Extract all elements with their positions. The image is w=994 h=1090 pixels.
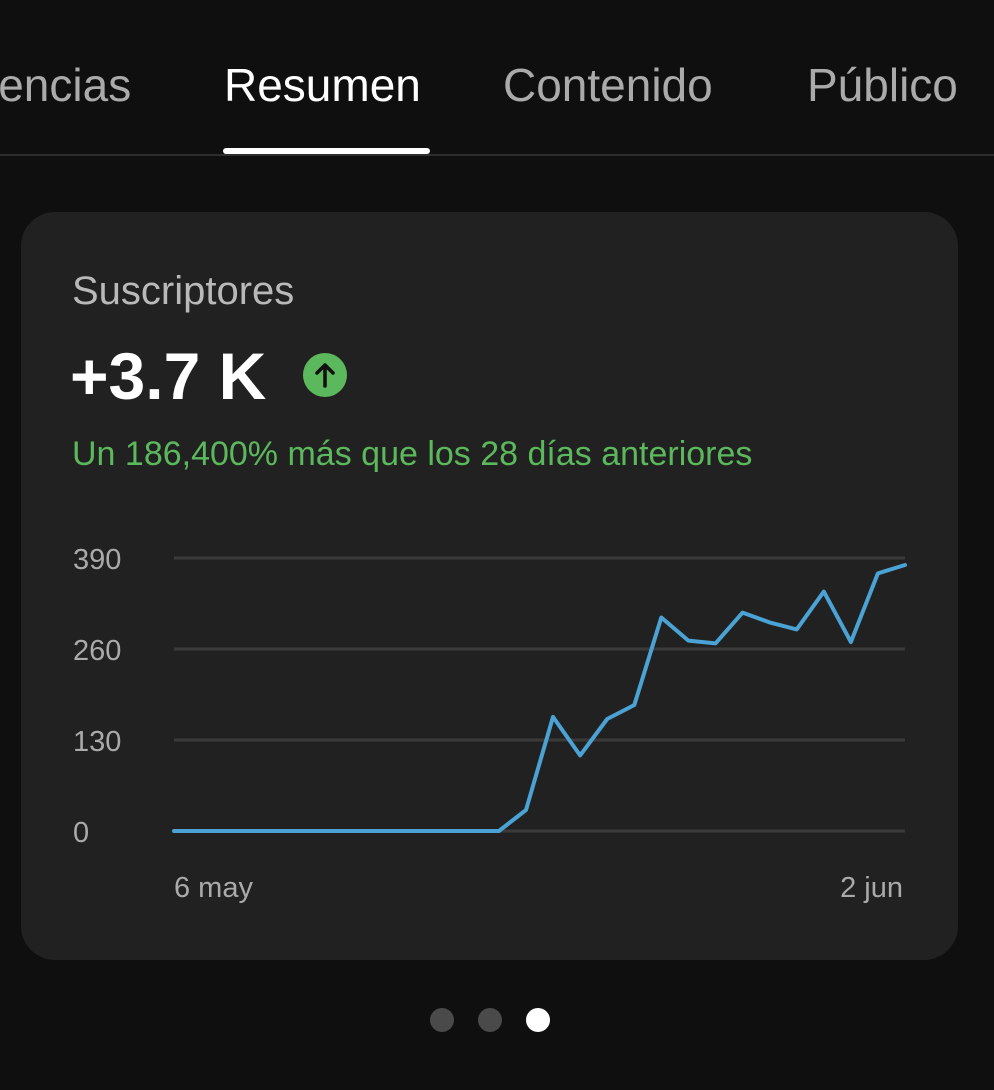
comparison-text: Un 186,400% más que los 28 días anterior… bbox=[72, 435, 753, 473]
page-dot-1[interactable] bbox=[430, 1008, 454, 1032]
page-dot-3[interactable] bbox=[526, 1008, 550, 1032]
y-tick-label: 0 bbox=[73, 817, 89, 849]
tab-divider bbox=[0, 154, 994, 156]
page-dot-2[interactable] bbox=[478, 1008, 502, 1032]
active-tab-indicator bbox=[223, 148, 430, 154]
card-title: Suscriptores bbox=[72, 269, 295, 313]
x-tick-label: 2 jun bbox=[840, 872, 903, 904]
tab-bar: lencias Resumen Contenido Público bbox=[0, 0, 994, 156]
subscribers-card[interactable]: Suscriptores +3.7 K Un 186,400% más que … bbox=[21, 212, 958, 960]
x-tick-label: 6 may bbox=[174, 872, 253, 904]
pagination-dots bbox=[0, 1008, 994, 1034]
tab-tendencias[interactable]: lencias bbox=[0, 59, 132, 111]
y-tick-label: 130 bbox=[73, 726, 121, 758]
y-tick-label: 390 bbox=[73, 544, 121, 576]
subscribers-chart: 0 130 260 390 6 may 2 jun bbox=[73, 544, 907, 904]
arrow-up-icon bbox=[303, 353, 347, 397]
subscriber-count: +3.7 K bbox=[70, 339, 267, 413]
tab-publico[interactable]: Público bbox=[807, 59, 958, 111]
tab-resumen[interactable]: Resumen bbox=[224, 59, 421, 111]
series-line bbox=[172, 563, 907, 833]
y-tick-label: 260 bbox=[73, 635, 121, 667]
tab-contenido[interactable]: Contenido bbox=[503, 59, 713, 111]
